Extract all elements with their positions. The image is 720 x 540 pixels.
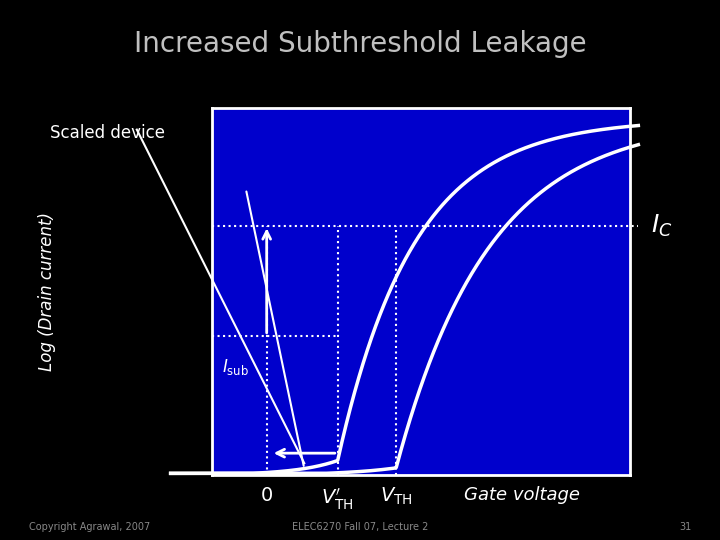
Text: $\it{I}_{\rm{sub}}$: $\it{I}_{\rm{sub}}$ [222, 357, 248, 377]
Text: Increased Subthreshold Leakage: Increased Subthreshold Leakage [134, 30, 586, 58]
Text: $\it{V}_{\rm{TH}}'$: $\it{V}_{\rm{TH}}'$ [321, 486, 354, 511]
Text: $\it{V}_{\rm{TH}}$: $\it{V}_{\rm{TH}}$ [380, 486, 413, 507]
Text: Copyright Agrawal, 2007: Copyright Agrawal, 2007 [29, 522, 150, 532]
Text: Gate voltage: Gate voltage [464, 486, 580, 504]
Text: 31: 31 [679, 522, 691, 532]
Text: Log (Drain current): Log (Drain current) [37, 212, 56, 371]
Text: $\it{I}_{\it{C}}$: $\it{I}_{\it{C}}$ [651, 212, 672, 239]
Text: 0: 0 [261, 486, 273, 505]
Text: ELEC6270 Fall 07, Lecture 2: ELEC6270 Fall 07, Lecture 2 [292, 522, 428, 532]
Text: Scaled device: Scaled device [50, 124, 166, 142]
